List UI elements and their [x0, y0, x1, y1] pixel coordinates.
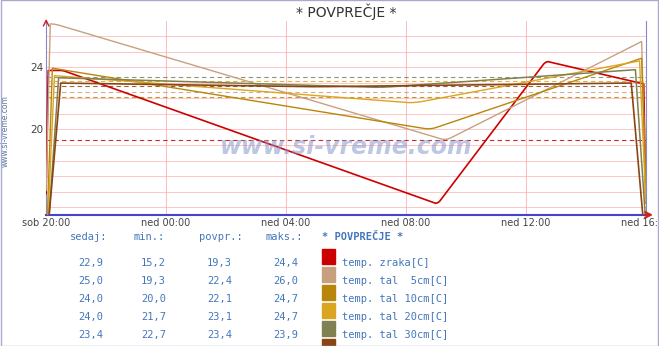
Text: * POVPREČJE *: * POVPREČJE *	[322, 232, 403, 242]
Text: 24,0: 24,0	[78, 312, 103, 322]
Text: 24,7: 24,7	[273, 312, 298, 322]
Text: 22,9: 22,9	[78, 257, 103, 267]
Text: temp. tal 20cm[C]: temp. tal 20cm[C]	[343, 312, 449, 322]
Text: maks.:: maks.:	[265, 232, 302, 242]
Text: 25,0: 25,0	[78, 276, 103, 285]
Text: 22,1: 22,1	[207, 294, 232, 304]
Text: 24,0: 24,0	[78, 294, 103, 304]
Title: * POVPREČJE *: * POVPREČJE *	[296, 3, 396, 20]
Text: 23,4: 23,4	[207, 330, 232, 340]
Text: 15,2: 15,2	[141, 257, 166, 267]
Bar	[322, 321, 335, 336]
Text: 23,1: 23,1	[207, 312, 232, 322]
Text: 19,3: 19,3	[141, 276, 166, 285]
Text: temp. zraka[C]: temp. zraka[C]	[343, 257, 430, 267]
Bar	[322, 267, 335, 282]
Bar	[322, 285, 335, 300]
Text: 24,7: 24,7	[273, 294, 298, 304]
Text: temp. tal 30cm[C]: temp. tal 30cm[C]	[343, 330, 449, 340]
Text: min.:: min.:	[133, 232, 164, 242]
Text: 23,4: 23,4	[78, 330, 103, 340]
Text: 22,7: 22,7	[141, 330, 166, 340]
Text: www.si-vreme.com: www.si-vreme.com	[1, 95, 10, 167]
Text: temp. tal 10cm[C]: temp. tal 10cm[C]	[343, 294, 449, 304]
Text: 26,0: 26,0	[273, 276, 298, 285]
Text: www.si-vreme.com: www.si-vreme.com	[219, 135, 473, 159]
Bar	[322, 249, 335, 264]
Text: povpr.:: povpr.:	[199, 232, 243, 242]
Text: sedaj:: sedaj:	[70, 232, 107, 242]
Text: temp. tal  5cm[C]: temp. tal 5cm[C]	[343, 276, 449, 285]
Text: 23,9: 23,9	[273, 330, 298, 340]
Text: 22,4: 22,4	[207, 276, 232, 285]
Text: 21,7: 21,7	[141, 312, 166, 322]
Bar	[322, 339, 335, 346]
Text: 24,4: 24,4	[273, 257, 298, 267]
Text: 20,0: 20,0	[141, 294, 166, 304]
Text: 19,3: 19,3	[207, 257, 232, 267]
Bar	[322, 303, 335, 318]
